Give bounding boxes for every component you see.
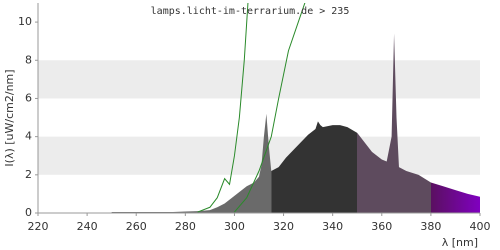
x-tick-label: 380 (420, 220, 441, 233)
x-tick-label: 260 (126, 220, 147, 233)
y-tick-label: 0 (25, 206, 32, 219)
curve-line (197, 3, 249, 213)
grid-bands (38, 60, 480, 175)
y-tick-label: 6 (25, 91, 32, 104)
y-tick-label: 8 (25, 53, 32, 66)
y-tick-label: 2 (25, 168, 32, 181)
y-axis-label: I(λ) [uW/cm2/nm] (3, 69, 16, 166)
grid-band (38, 136, 480, 175)
x-tick-label: 220 (28, 220, 49, 233)
chart-title: lamps.licht-im-terrarium.de > 235 (151, 6, 350, 17)
grid-band (38, 60, 480, 99)
curve-line (234, 3, 306, 213)
y-tick-label: 10 (18, 15, 32, 28)
x-tick-label: 340 (322, 220, 343, 233)
x-axis-label: λ [nm] (442, 236, 478, 249)
x-tick-label: 400 (470, 220, 491, 233)
plot-area (111, 3, 480, 213)
spectrum-area (111, 33, 480, 213)
x-tick-label: 300 (224, 220, 245, 233)
x-tick-label: 320 (273, 220, 294, 233)
x-tick-label: 360 (371, 220, 392, 233)
axes: 0 2 4 6 8 10 220 240 260 280 300 320 340 360 380 400 (18, 3, 491, 233)
x-tick-label: 240 (77, 220, 98, 233)
x-tick-label: 280 (175, 220, 196, 233)
y-tick-label: 4 (25, 130, 32, 143)
